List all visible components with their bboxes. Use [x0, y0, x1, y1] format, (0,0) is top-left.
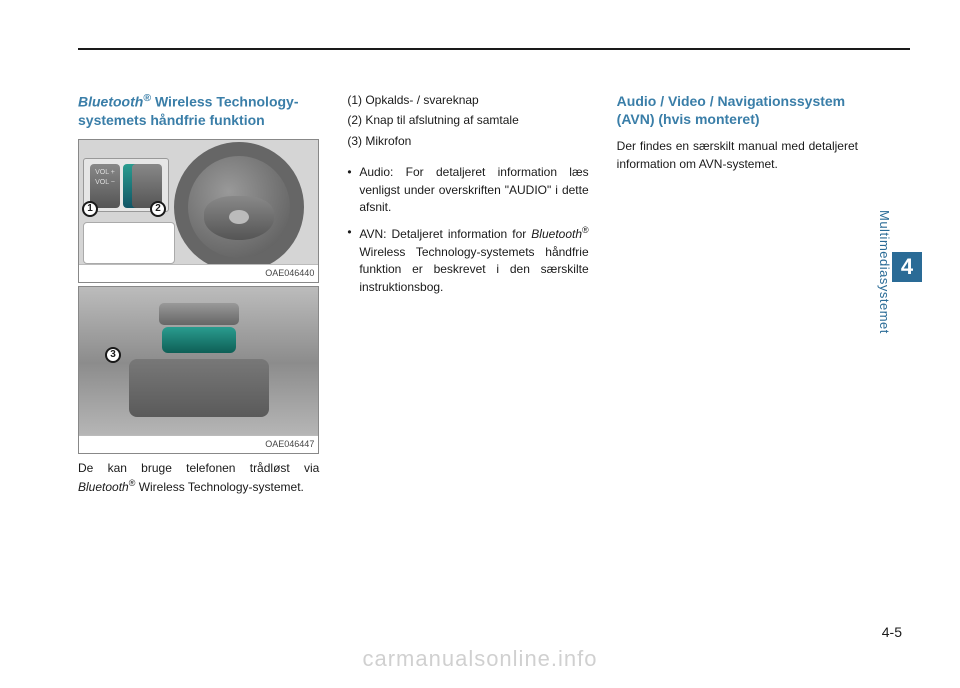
b2-ital: Bluetooth	[531, 227, 582, 241]
chapter-tab: 4 Multimediasystemet	[877, 200, 922, 334]
item-num: (1)	[347, 92, 362, 109]
steering-wheel-icon	[174, 142, 304, 272]
body-ital: Bluetooth	[78, 480, 129, 494]
callout-1: 1	[82, 201, 98, 217]
page-number: 4-5	[882, 624, 902, 640]
bullet-item: • AVN: Detaljeret information for Blueto…	[347, 224, 588, 296]
content-columns: Bluetooth® Wireless Technology-systemets…	[78, 92, 858, 503]
bullet-icon: •	[347, 224, 359, 296]
console-bg: 3	[79, 287, 318, 439]
numbered-item: (1) Opkalds- / svareknap	[347, 92, 588, 109]
bullet-text: Audio: For detaljeret information læs ve…	[359, 164, 588, 216]
heading-italic: Bluetooth	[78, 94, 143, 110]
tab-label: Multimediasystemet	[877, 200, 892, 334]
bullet-icon: •	[347, 164, 359, 216]
figure-steering-wheel: VOL +VOL − 1 2 OAE046440	[78, 139, 319, 283]
numbered-item: (2) Knap til afslutning af samtale	[347, 112, 588, 129]
bullet-item: • Audio: For detaljeret information læs …	[347, 164, 588, 216]
col3-body: Der findes en særskilt manual med detalj…	[617, 138, 858, 173]
item-text: Opkalds- / svareknap	[365, 92, 588, 109]
watermark: carmanualsonline.info	[0, 646, 960, 672]
item-num: (2)	[347, 112, 362, 129]
buttons-zoom: VOL +VOL − 1 2	[83, 158, 169, 212]
column-3: Audio / Video / Navigationssystem (AVN) …	[617, 92, 858, 503]
blank-box	[83, 222, 175, 264]
item-text: Knap til afslutning af samtale	[365, 112, 588, 129]
item-text: Mikrofon	[365, 133, 588, 150]
figure-overhead-console: 3 OAE046447	[78, 286, 319, 454]
col3-heading: Audio / Video / Navigationssystem (AVN) …	[617, 92, 858, 128]
top-rule	[78, 48, 910, 50]
col1-heading: Bluetooth® Wireless Technology-systemets…	[78, 92, 319, 129]
b2-post: Wireless Technology-systemets håndfrie f…	[359, 245, 588, 294]
item-num: (3)	[347, 133, 362, 150]
column-2: (1) Opkalds- / svareknap (2) Knap til af…	[347, 92, 588, 503]
tab-number: 4	[892, 252, 922, 282]
column-1: Bluetooth® Wireless Technology-systemets…	[78, 92, 319, 503]
console-tray	[129, 359, 269, 417]
body-line2: Wireless Technology-systemet.	[135, 480, 304, 494]
manual-page: Bluetooth® Wireless Technology-systemets…	[0, 0, 960, 688]
b2-sup: ®	[582, 225, 589, 235]
bullet-text: AVN: Detaljeret information for Bluetoot…	[359, 224, 588, 296]
console-panel	[159, 303, 239, 325]
callout-3: 3	[105, 347, 121, 363]
col1-body: De kan bruge telefonen trådløst via Blue…	[78, 460, 319, 497]
callout-2: 2	[150, 201, 166, 217]
figure1-code: OAE046440	[79, 264, 318, 282]
numbered-item: (3) Mikrofon	[347, 133, 588, 150]
heading-sup: ®	[143, 92, 151, 104]
body-line1: De kan bruge telefonen trådløst via	[78, 461, 319, 475]
console-mic	[162, 327, 236, 353]
figure2-code: OAE046447	[79, 435, 318, 453]
b2-pre: AVN: Detaljeret information for	[359, 227, 531, 241]
